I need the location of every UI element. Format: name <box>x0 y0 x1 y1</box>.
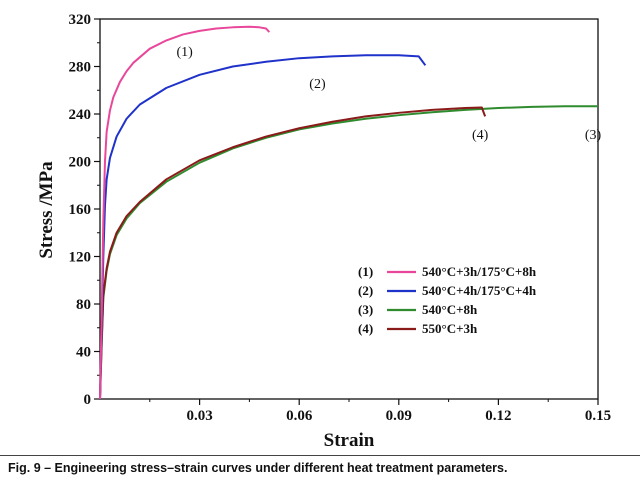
x-tick-label: 0.09 <box>386 408 412 424</box>
legend-marker: (2) <box>358 283 373 298</box>
y-tick-label: 0 <box>84 392 92 408</box>
y-tick-label: 160 <box>69 202 92 218</box>
axis-ticks: 0 40 80 120 160 200 240 280 320 0.03 0.06 0.09 0.12 0… <box>69 12 612 424</box>
x-tick-label: 0.15 <box>585 408 611 424</box>
legend-marker: (3) <box>358 302 373 317</box>
curve-label: (2) <box>309 77 326 92</box>
x-tick-label: 0.12 <box>485 408 511 424</box>
legend-marker: (4) <box>358 321 373 336</box>
curve-label: (4) <box>472 128 489 143</box>
legend-marker: (1) <box>358 264 373 279</box>
x-tick-label: 0.06 <box>286 408 313 424</box>
y-tick-label: 280 <box>69 60 92 76</box>
series-line-s3 <box>99 105 598 400</box>
legend-label: 540°C+3h/175°C+8h <box>422 264 537 279</box>
series-layer <box>99 25 598 400</box>
x-axis-title: Strain <box>324 430 375 451</box>
y-tick-label: 320 <box>69 12 92 28</box>
series-line-s1 <box>99 25 271 400</box>
series-line-s4 <box>99 106 487 400</box>
legend-label: 540°C+4h/175°C+4h <box>422 283 537 298</box>
curve-label: (1) <box>176 45 193 60</box>
y-tick-label: 240 <box>69 107 92 123</box>
figure-caption: Fig. 9 – Engineering stress–strain curve… <box>8 461 508 475</box>
x-tick-label: 0.03 <box>186 408 212 424</box>
curve-label: (3) <box>585 128 602 143</box>
legend-label: 550°C+3h <box>422 321 478 336</box>
y-axis-title: Stress /MPa <box>36 161 57 259</box>
y-tick-label: 80 <box>76 297 91 313</box>
series-line-s2 <box>99 54 427 400</box>
legend-label: 540°C+8h <box>422 302 478 317</box>
y-tick-label: 40 <box>76 345 91 361</box>
plot-frame <box>99 18 599 400</box>
caption-divider <box>0 455 640 456</box>
stress-strain-chart: 0 40 80 120 160 200 240 280 320 0.03 0.06 0.09 0.12 0… <box>36 12 612 451</box>
y-tick-label: 200 <box>69 155 92 171</box>
legend: (1) 540°C+3h/175°C+8h (2) 540°C+4h/175°C+4h… <box>358 264 537 336</box>
curve-annotations: (1) (2) (4) (3) <box>176 45 601 143</box>
y-tick-label: 120 <box>69 250 92 266</box>
